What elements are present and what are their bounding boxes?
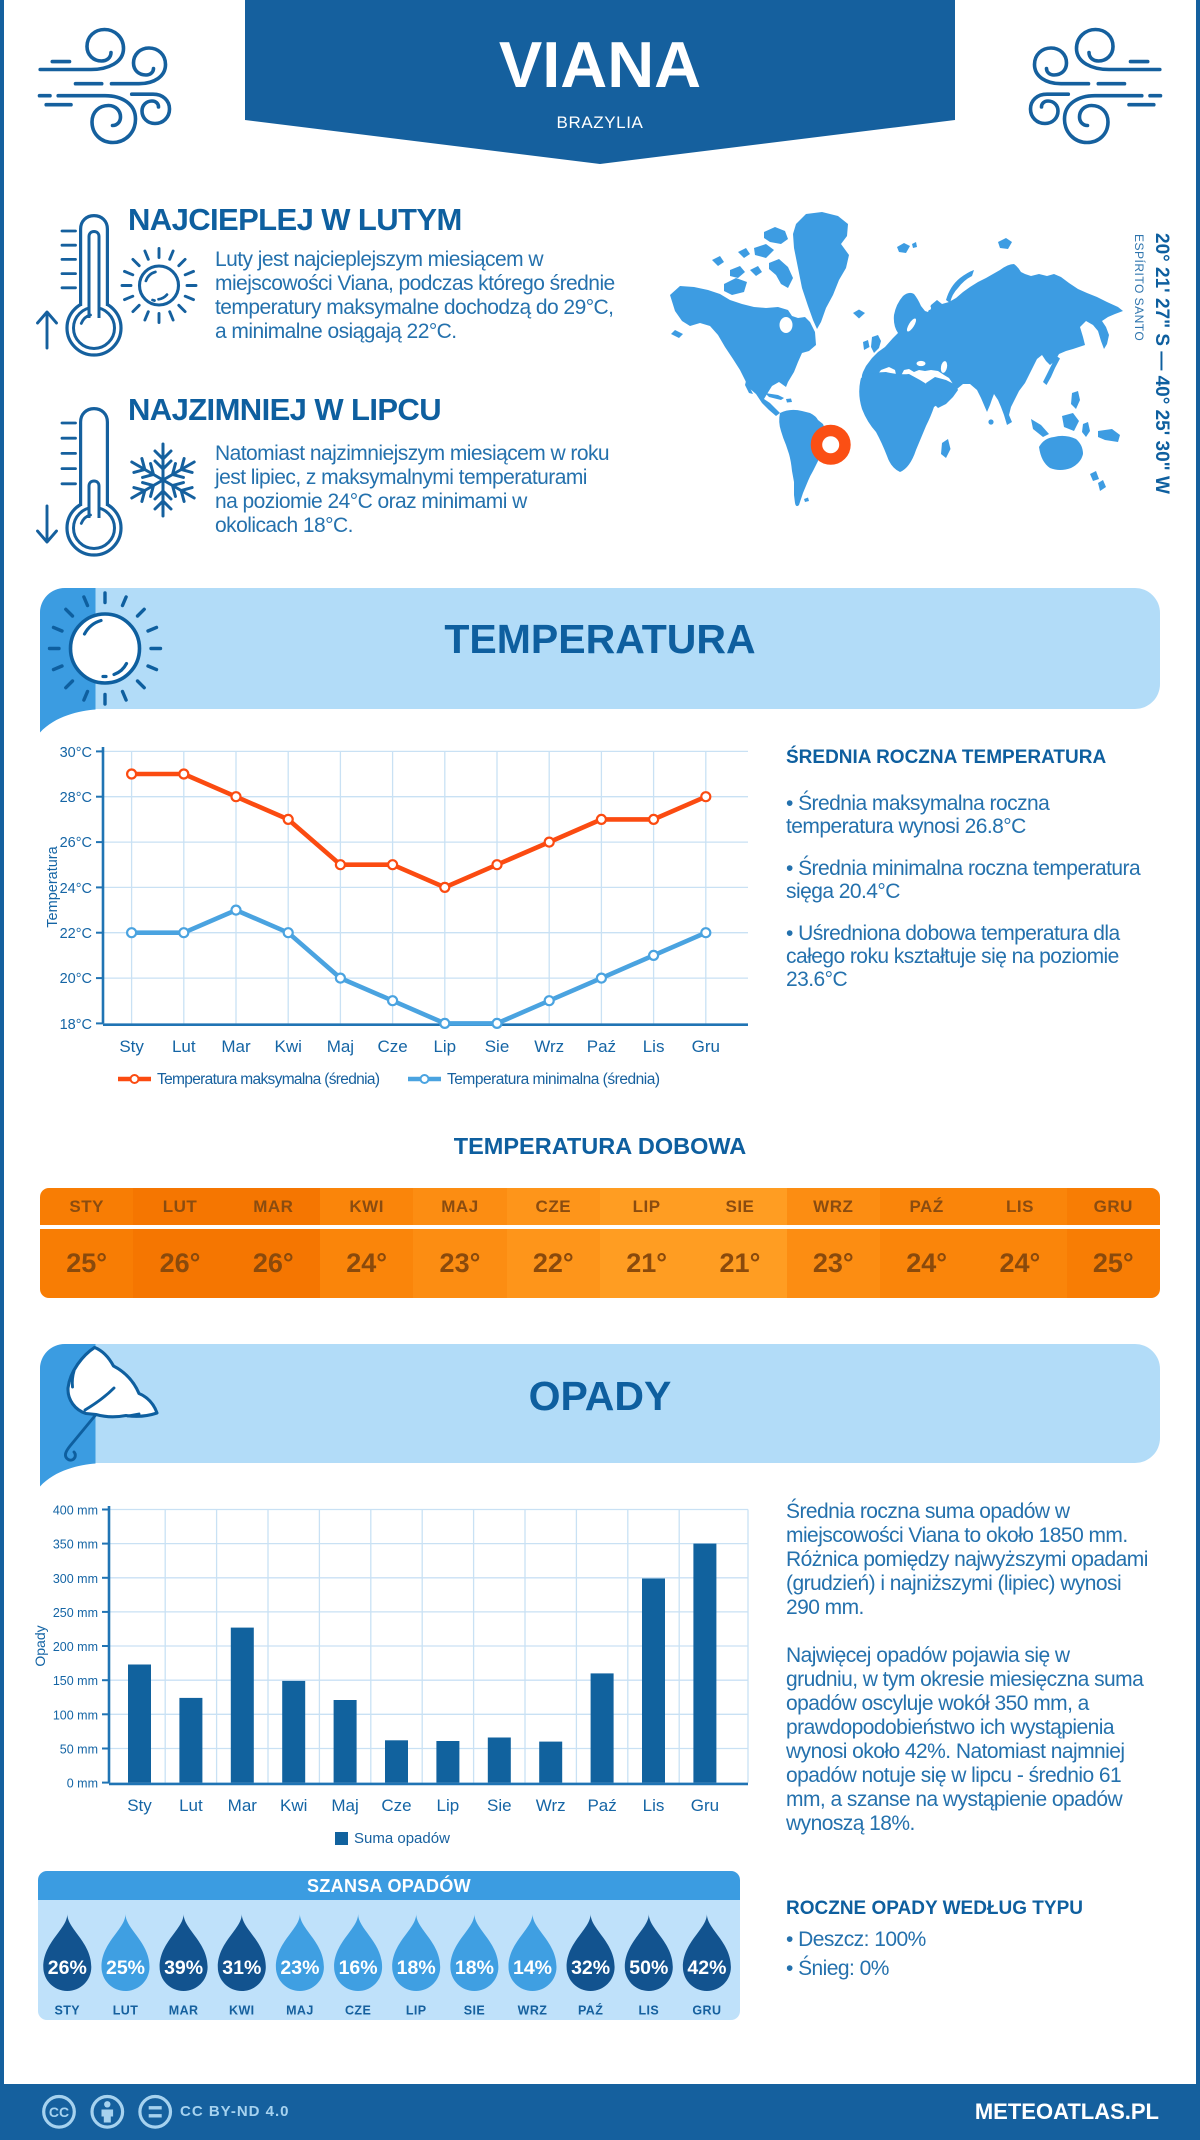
svg-text:MAR: MAR [169,2004,199,2018]
svg-text:KWI: KWI [229,2004,255,2018]
svg-text:Cze: Cze [381,1796,411,1815]
svg-text:Lip: Lip [437,1796,460,1815]
svg-text:GRU: GRU [692,2004,721,2018]
svg-text:Lip: Lip [433,1037,456,1056]
svg-text:32%: 32% [571,1957,610,1979]
svg-text:Sie: Sie [485,1037,510,1056]
svg-text:Opady: Opady [32,1625,48,1666]
svg-text:Temperatura minimalna (średnia: Temperatura minimalna (średnia) [447,1071,660,1088]
svg-text:MAJ: MAJ [286,2004,314,2018]
svg-text:Paź: Paź [587,1037,616,1056]
svg-text:150 mm: 150 mm [53,1674,98,1688]
svg-text:18%: 18% [455,1957,494,1979]
svg-text:18°C: 18°C [60,1017,92,1033]
svg-text:26°C: 26°C [60,835,92,851]
svg-text:Gru: Gru [691,1796,719,1815]
svg-text:24°C: 24°C [60,881,92,897]
svg-text:25%: 25% [106,1957,145,1979]
svg-text:Kwi: Kwi [274,1037,301,1056]
svg-text:CC: CC [49,2104,69,2120]
svg-text:39%: 39% [164,1957,203,1979]
svg-text:16%: 16% [339,1957,378,1979]
svg-text:STY: STY [55,2004,81,2018]
svg-text:20°C: 20°C [60,971,92,987]
svg-text:0 mm: 0 mm [67,1777,98,1791]
svg-text:Wrz: Wrz [534,1037,564,1056]
svg-text:350 mm: 350 mm [53,1538,98,1552]
svg-text:Temperatura: Temperatura [45,845,61,927]
svg-text:WRZ: WRZ [518,2004,548,2018]
svg-text:100 mm: 100 mm [53,1708,98,1722]
svg-text:14%: 14% [513,1957,552,1979]
svg-text:Sie: Sie [487,1796,512,1815]
svg-text:Temperatura maksymalna (średni: Temperatura maksymalna (średnia) [157,1071,380,1088]
svg-text:Sty: Sty [119,1037,144,1056]
svg-text:Lut: Lut [179,1796,203,1815]
svg-text:300 mm: 300 mm [53,1572,98,1586]
svg-text:30°C: 30°C [60,745,92,761]
svg-text:Wrz: Wrz [536,1796,566,1815]
svg-text:Sty: Sty [127,1796,152,1815]
svg-text:Mar: Mar [221,1037,251,1056]
svg-text:Maj: Maj [331,1796,358,1815]
svg-text:Kwi: Kwi [280,1796,307,1815]
svg-text:Maj: Maj [327,1037,354,1056]
svg-text:18%: 18% [397,1957,436,1979]
svg-text:50 mm: 50 mm [60,1743,98,1757]
svg-text:250 mm: 250 mm [53,1606,98,1620]
svg-text:200 mm: 200 mm [53,1640,98,1654]
svg-text:28°C: 28°C [60,790,92,806]
svg-text:23%: 23% [280,1957,319,1979]
svg-text:22°C: 22°C [60,926,92,942]
svg-text:Gru: Gru [692,1037,720,1056]
svg-text:31%: 31% [222,1957,261,1979]
svg-text:CZE: CZE [345,2004,371,2018]
svg-text:Lis: Lis [643,1037,665,1056]
svg-text:Cze: Cze [377,1037,407,1056]
svg-text:42%: 42% [687,1957,726,1979]
svg-text:LIP: LIP [406,2004,427,2018]
svg-text:26%: 26% [48,1957,87,1979]
svg-text:LIS: LIS [638,2004,659,2018]
svg-text:Lut: Lut [172,1037,196,1056]
svg-text:50%: 50% [629,1957,668,1979]
svg-text:SIE: SIE [464,2004,485,2018]
svg-text:Paź: Paź [587,1796,616,1815]
svg-text:Mar: Mar [228,1796,258,1815]
svg-text:LUT: LUT [113,2004,139,2018]
svg-text:Lis: Lis [643,1796,665,1815]
svg-text:Suma opadów: Suma opadów [354,1830,450,1847]
svg-text:400 mm: 400 mm [53,1504,98,1518]
svg-text:PAŹ: PAŹ [578,2003,603,2018]
